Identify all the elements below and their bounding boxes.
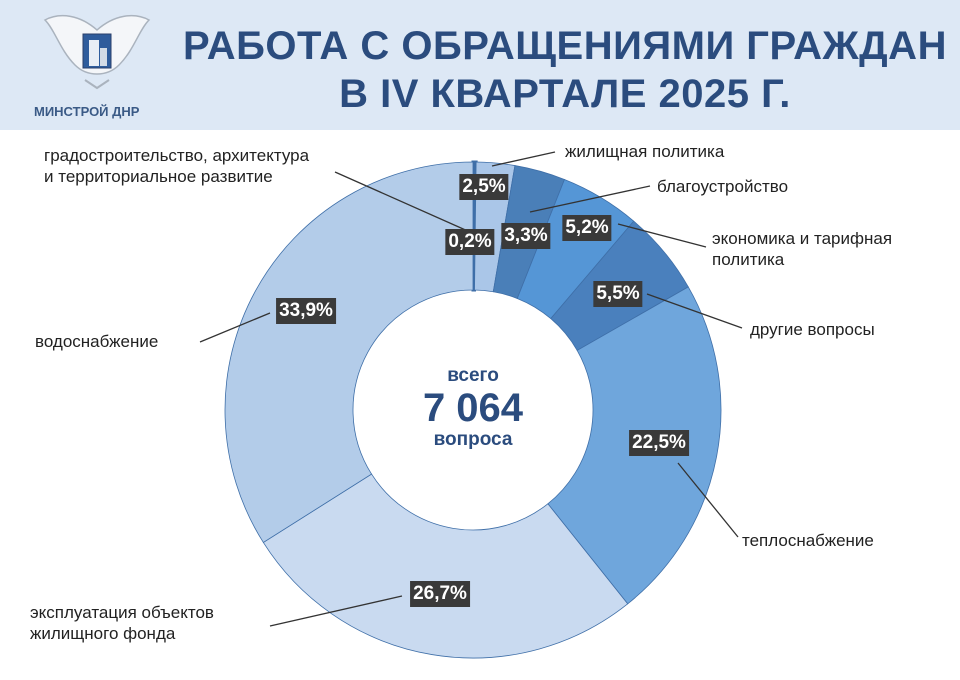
center-top-text: всего (447, 365, 499, 386)
title-line-1: РАБОТА С ОБРАЩЕНИЯМИ ГРАЖДАН (183, 24, 947, 68)
data-label-6: 26,7% (410, 581, 470, 607)
center-total: всего 7 064 вопроса (373, 365, 573, 451)
ministry-emblem-logo (43, 14, 151, 90)
category-label-2: благоустройство (657, 177, 789, 196)
category-label-3: экономика и тарифная политика (712, 228, 892, 270)
leader-line-0 (334, 171, 471, 233)
data-label-4: 5,5% (593, 281, 643, 307)
category-label-6-line-2: жилищного фонда (30, 624, 176, 643)
category-label-4: другие вопросы (750, 320, 875, 339)
category-label-0-line-1: градостроительство, архитектура (44, 146, 310, 165)
category-label-6-line-1: эксплуатация объектов (30, 603, 214, 622)
leader-line-2 (529, 185, 651, 213)
leader-line-6 (269, 595, 403, 627)
category-label-6: эксплуатация объектов жилищного фонда (30, 602, 214, 644)
leader-line-7 (199, 312, 271, 343)
category-label-3-line-1: экономика и тарифная (712, 229, 893, 248)
data-label-3: 5,2% (562, 215, 612, 241)
category-label-7: водоснабжение (35, 332, 159, 351)
donut-slice-6 (262, 473, 629, 659)
data-label-7: 33,9% (276, 298, 336, 324)
data-label-2: 3,3% (501, 223, 551, 249)
logo-text: МИНСТРОЙ ДНР (34, 104, 140, 119)
donut-slice-7 (224, 161, 474, 544)
category-label-3-line-2: политика (712, 250, 785, 269)
header: МИНСТРОЙ ДНР РАБОТА С ОБРАЩЕНИЯМИ ГРАЖДА… (0, 0, 960, 130)
page-title: РАБОТА С ОБРАЩЕНИЯМИ ГРАЖДАН В IV КВАРТА… (180, 22, 950, 118)
leader-line-3 (617, 223, 707, 248)
leader-line-1 (491, 151, 556, 167)
data-label-1: 2,5% (459, 174, 509, 200)
leader-line-4 (646, 293, 743, 329)
data-label-5: 22,5% (629, 430, 689, 456)
title-line-2: В IV КВАРТАЛЕ 2025 Г. (339, 72, 791, 116)
leader-line-5 (677, 462, 739, 538)
category-label-0-line-2: и территориальное развитие (44, 167, 273, 186)
data-label-0: 0,2% (445, 229, 495, 255)
category-label-0: градостроительство, архитектура и террит… (44, 145, 309, 187)
center-bottom-text: вопроса (433, 429, 513, 450)
category-label-5: теплоснабжение (742, 531, 874, 550)
center-total-value: 7 064 (422, 386, 524, 430)
category-label-1: жилищная политика (565, 142, 725, 161)
